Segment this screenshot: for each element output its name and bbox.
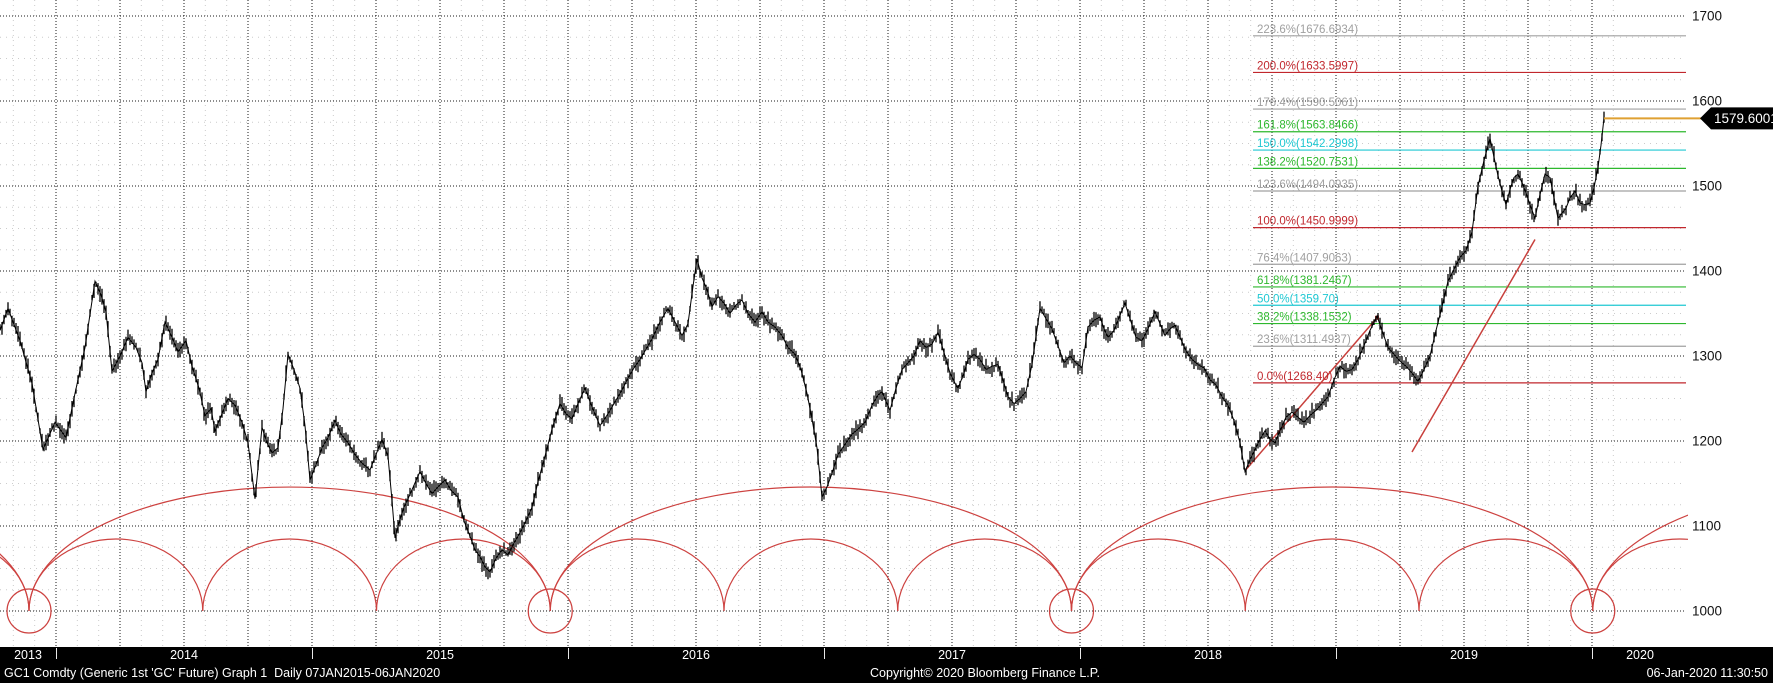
fib-level-label: 100.0%(1450.9999)	[1257, 216, 1358, 228]
y-axis-tick-label: 1700	[1692, 9, 1722, 24]
fib-level-label: 23.6%(1311.4937)	[1257, 334, 1351, 346]
x-axis-year-tick	[56, 648, 57, 659]
x-axis-strip: 2013 2014 2015 2016 2017 2018 2019 2020	[0, 647, 1773, 664]
fibonacci-labels: 223.6%(1676.6934) 200.0%(1633.5997) 176.4%…	[1257, 24, 1358, 383]
x-axis-year-label: 2017	[938, 648, 966, 662]
fib-level-label: 61.8%(1381.2467)	[1257, 275, 1352, 287]
bottom-strip: 2013 2014 2015 2016 2017 2018 2019 2020 GC1 Com…	[0, 647, 1773, 683]
fib-level-label: 161.8%(1563.8466)	[1257, 120, 1358, 132]
fib-level-label: 150.0%(1542.2998)	[1257, 138, 1358, 150]
grid	[0, 0, 1686, 647]
x-axis-year-tick	[568, 648, 569, 659]
x-axis-year-tick	[1592, 648, 1593, 659]
last-price-badge-value: 1579.6001	[1714, 111, 1773, 126]
fib-level-label: 176.4%(1590.5061)	[1257, 97, 1358, 109]
chart-description: GC1 Comdty (Generic 1st 'GC' Future) Gra…	[4, 666, 441, 680]
fib-level-label: 50.0%(1359.70)	[1257, 293, 1339, 305]
fib-level-label: 200.0%(1633.5997)	[1257, 60, 1358, 72]
last-price-badge: 1579.6001	[1700, 107, 1773, 130]
y-axis-tick-label: 1000	[1692, 604, 1722, 619]
x-axis-year-label: 2020	[1626, 648, 1654, 662]
x-axis-year-label: 2013	[14, 648, 42, 662]
fib-level-label: 38.2%(1338.1532)	[1257, 312, 1352, 324]
fib-level-label: 223.6%(1676.6934)	[1257, 24, 1358, 36]
x-axis-year-label: 2014	[170, 648, 198, 662]
fib-level-label: 123.6%(1494.0935)	[1257, 179, 1358, 191]
x-axis-year-tick	[824, 648, 825, 659]
y-axis-tick-label: 1100	[1692, 519, 1721, 534]
fib-level-label: 138.2%(1520.7531)	[1257, 156, 1358, 168]
copyright-text: Copyright© 2020 Bloomberg Finance L.P.	[870, 666, 1100, 680]
timestamp: 06-Jan-2020 11:30:50	[1646, 666, 1768, 680]
fib-level-label: 0.0%(1268.40)	[1257, 371, 1333, 383]
y-axis-tick-label: 1500	[1692, 179, 1722, 194]
y-axis-tick-label: 1400	[1692, 264, 1722, 279]
y-axis-tick-label: 1600	[1692, 94, 1722, 109]
y-axis-tick-label: 1300	[1692, 349, 1722, 364]
cycle-arcs	[0, 486, 1688, 634]
x-axis-year-label: 2018	[1194, 648, 1222, 662]
y-axis-tick-label: 1200	[1692, 434, 1722, 449]
x-axis-year-label: 2015	[426, 648, 454, 662]
y-axis-labels: 1700 1600 1500 1400 1300 1200 1100 1000	[1692, 9, 1722, 619]
x-axis-year-label: 2016	[682, 648, 710, 662]
trend-lines	[1244, 239, 1536, 472]
x-axis-year-tick	[1336, 648, 1337, 659]
x-axis-year-tick	[312, 648, 313, 659]
x-axis-year-label: 2019	[1450, 648, 1478, 662]
fibonacci-lines	[1253, 35, 1686, 384]
price-chart: 223.6%(1676.6934) 200.0%(1633.5997) 176.4%…	[0, 0, 1773, 647]
fib-level-label: 76.4%(1407.9063)	[1257, 252, 1352, 264]
status-bar: GC1 Comdty (Generic 1st 'GC' Future) Gra…	[0, 664, 1773, 683]
price-series	[0, 111, 1605, 580]
x-axis-year-tick	[1080, 648, 1081, 659]
